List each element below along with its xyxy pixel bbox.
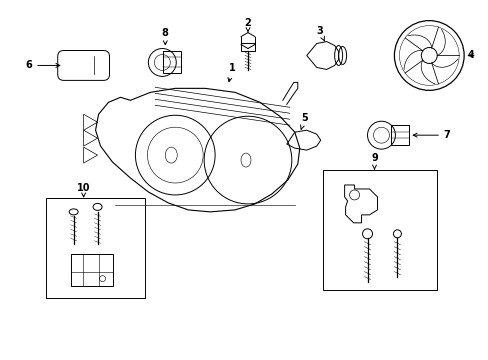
Text: 7: 7 [412,130,449,140]
Bar [71,254,112,285]
Bar [390,125,408,145]
Text: 5: 5 [300,113,307,129]
Text: 9: 9 [370,153,377,169]
Text: 6: 6 [25,60,60,71]
Bar [163,51,181,73]
Bar [46,198,145,298]
Text: 10: 10 [77,183,90,197]
Bar [322,170,436,289]
Text: 1: 1 [227,63,235,82]
Text: 2: 2 [244,18,251,31]
Bar [241,42,254,50]
Text: 8: 8 [162,28,168,45]
Text: 4: 4 [467,50,473,60]
Text: 3: 3 [316,26,324,41]
